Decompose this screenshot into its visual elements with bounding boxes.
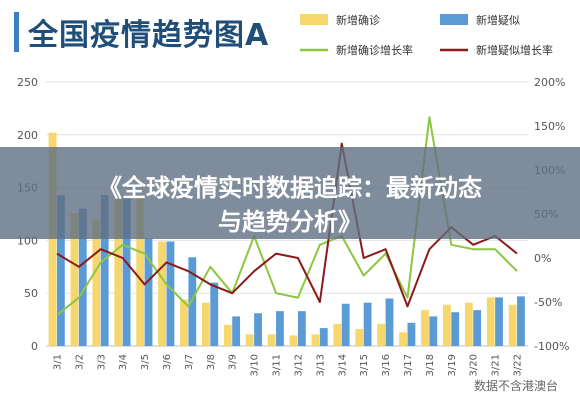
bar-confirmed	[245, 334, 254, 346]
bar-suspected	[297, 311, 306, 346]
bar-suspected	[385, 298, 394, 346]
right-tick-label: 0%	[534, 252, 551, 265]
bar-confirmed	[223, 324, 232, 346]
legend-swatch	[300, 14, 328, 25]
bar-suspected	[144, 238, 153, 346]
bar-confirmed	[421, 310, 429, 346]
right-tick-label: 200%	[534, 76, 565, 89]
bar-suspected	[78, 208, 87, 346]
x-tick-label: 3/13	[315, 354, 326, 376]
bar-confirmed	[399, 332, 407, 346]
bar-confirmed	[158, 241, 166, 346]
bar-confirmed	[267, 334, 276, 346]
x-tick-label: 3/15	[359, 354, 370, 376]
right-tick-label: -50%	[534, 296, 562, 309]
bar-confirmed	[355, 329, 364, 346]
x-tick-label: 3/12	[293, 354, 304, 376]
x-tick-label: 3/21	[491, 354, 502, 376]
bar-suspected	[429, 316, 438, 346]
bar-suspected	[232, 316, 241, 346]
x-tick-label: 3/16	[381, 354, 392, 376]
legend-swatch	[440, 14, 468, 25]
banner-title-line-2: 与趋势分析》	[218, 208, 362, 236]
bar-suspected	[363, 302, 372, 346]
legend-label: 新增确诊	[336, 13, 380, 27]
data-footnote: 数据不含港澳台	[473, 379, 558, 393]
x-tick-label: 3/17	[403, 354, 414, 376]
bar-confirmed	[333, 323, 342, 346]
bar-confirmed	[377, 323, 386, 346]
x-tick-label: 3/10	[250, 354, 261, 376]
bar-suspected	[122, 194, 131, 346]
x-tick-label: 3/3	[96, 354, 107, 370]
bar-confirmed	[201, 302, 210, 346]
banner-title-line-1: 《全球疫情实时数据追踪：最新动态	[98, 174, 482, 202]
bar-suspected	[341, 303, 350, 346]
bar-suspected	[495, 297, 503, 346]
x-tick-label: 3/20	[469, 354, 480, 376]
bar-confirmed	[442, 304, 451, 346]
x-tick-label: 3/22	[513, 354, 524, 376]
x-tick-label: 3/7	[184, 354, 195, 370]
x-tick-label: 3/2	[74, 354, 85, 370]
bar-suspected	[407, 322, 416, 346]
x-tick-label: 3/18	[425, 354, 436, 376]
x-tick-label: 3/19	[447, 354, 458, 376]
legend-label: 新增确诊增长率	[336, 43, 413, 57]
bar-suspected	[254, 313, 262, 346]
bar-suspected	[56, 194, 65, 346]
x-tick-label: 3/5	[140, 354, 151, 370]
x-tick-label: 3/1	[52, 354, 63, 370]
x-tick-label: 3/9	[228, 354, 239, 370]
chart-title: 全国疫情趋势图A	[28, 18, 270, 53]
bar-confirmed	[180, 299, 188, 346]
bar-suspected	[166, 241, 175, 346]
bar-suspected	[451, 312, 460, 346]
title-accent-bar	[14, 12, 19, 52]
x-tick-label: 3/14	[337, 354, 348, 376]
bar-confirmed	[508, 304, 517, 346]
legend-label: 新增疑似	[476, 13, 520, 27]
bar-confirmed	[114, 199, 123, 346]
bar-suspected	[319, 328, 328, 346]
bar-confirmed	[48, 132, 57, 346]
bar-confirmed	[311, 334, 320, 346]
overlay-banner	[0, 147, 580, 239]
bar-suspected	[276, 311, 284, 346]
right-tick-label: 150%	[534, 120, 565, 133]
bar-suspected	[100, 194, 109, 346]
bar-confirmed	[289, 335, 298, 346]
bar-suspected	[517, 296, 525, 346]
left-tick-label: 250	[17, 76, 38, 89]
bar-suspected	[473, 310, 482, 346]
bar-confirmed	[92, 220, 101, 346]
bar-suspected	[210, 282, 219, 346]
left-tick-label: 200	[17, 129, 38, 142]
right-tick-label: -100%	[534, 340, 569, 353]
bar-confirmed	[486, 297, 495, 346]
bar-confirmed	[464, 302, 473, 346]
bar-layer	[48, 132, 525, 346]
x-tick-label: 3/6	[162, 354, 173, 370]
x-tick-label: 3/4	[118, 354, 129, 370]
left-tick-label: 50	[24, 287, 38, 300]
bar-suspected	[188, 257, 197, 346]
legend-label: 新增疑似增长率	[476, 43, 553, 57]
left-tick-label: 0	[31, 340, 38, 353]
bar-confirmed	[136, 194, 145, 346]
bar-confirmed	[70, 212, 79, 346]
x-tick-label: 3/8	[206, 354, 217, 370]
x-tick-label: 3/11	[272, 354, 283, 376]
